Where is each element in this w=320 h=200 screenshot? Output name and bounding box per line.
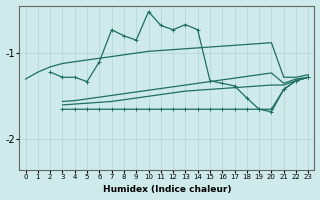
X-axis label: Humidex (Indice chaleur): Humidex (Indice chaleur) [103,185,231,194]
